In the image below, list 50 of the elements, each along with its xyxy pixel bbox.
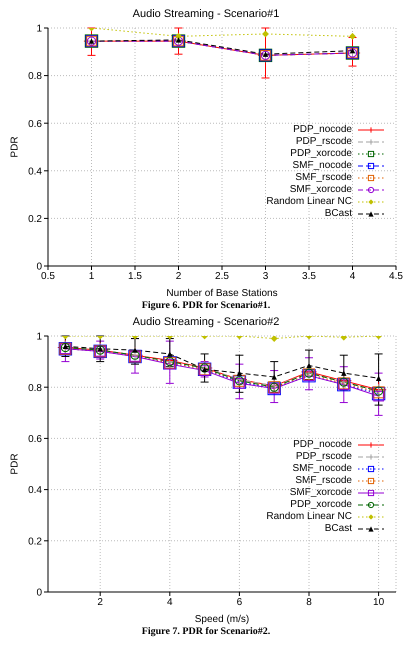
x-tick-label: 6: [236, 597, 243, 608]
y-tick-label: 0.8: [28, 382, 42, 394]
x-tick-label: 4: [350, 271, 356, 282]
x-tick-label: 3.5: [302, 271, 316, 282]
legend-label: BCast: [324, 522, 352, 535]
legend-label: PDP_nocode: [293, 124, 352, 136]
legend-label: PDP_rscode: [296, 136, 352, 148]
y-tick-label: 1: [36, 332, 42, 343]
x-tick-label: 8: [306, 597, 312, 608]
x-tick-label: 1: [88, 271, 95, 282]
y-tick-label: 0.8: [28, 71, 42, 82]
legend-label: SMF_rscode: [295, 172, 352, 184]
legend-label: SMF_nocode: [292, 462, 352, 475]
x-tick-label: 2: [176, 271, 182, 282]
legend-label: PDP_nocode: [293, 438, 352, 451]
y-axis-title: PDR: [10, 453, 21, 475]
legend-label: PDP_xorcode: [290, 498, 352, 511]
y-tick-label: 0.6: [28, 434, 42, 445]
legend-label: BCast: [324, 208, 352, 220]
y-tick-label: 0.4: [28, 485, 42, 496]
x-tick-label: 10: [373, 597, 385, 608]
y-tick-label: 0: [36, 262, 42, 273]
y-tick-label: 0.4: [28, 166, 42, 178]
chart-title: Audio Streaming - Scenario#2: [132, 316, 280, 330]
caption: Figure 6. PDR for Scenario#1.: [140, 300, 272, 313]
y-tick-label: 0: [36, 588, 42, 599]
x-tick-label: 4: [167, 597, 174, 608]
legend-label: SMF_xorcode: [290, 184, 352, 196]
y-tick-label: 0.6: [28, 118, 42, 130]
x-tick-label: 2.5: [215, 271, 230, 282]
y-tick-label: 0.2: [28, 214, 42, 225]
x-tick-label: 3: [262, 271, 269, 282]
x-axis-title: Speed (m/s): [194, 614, 250, 625]
x-tick-label: 1.5: [128, 271, 142, 282]
legend-label: PDP_rscode: [296, 450, 352, 463]
y-axis-title: PDR: [10, 136, 21, 158]
x-tick-label: 4.5: [389, 271, 404, 282]
legend-label: PDP_xorcode: [290, 148, 352, 160]
legend-label: Random Linear NC: [266, 196, 352, 208]
legend-label: SMF_xorcode: [290, 486, 352, 499]
legend-label: SMF_nocode: [292, 160, 352, 172]
x-tick-label: 0.5: [41, 271, 56, 282]
y-tick-label: 0.2: [28, 536, 42, 548]
legend-label: Random Linear NC: [266, 510, 352, 523]
x-axis-title: Number of Base Stations: [166, 288, 278, 299]
chart-title: Audio Streaming - Scenario#1: [132, 8, 280, 22]
legend-label: SMF_rscode: [295, 474, 352, 487]
x-tick-label: 2: [97, 597, 104, 608]
y-tick-label: 1: [36, 24, 42, 35]
caption: Figure 7. PDR for Scenario#2.: [140, 626, 272, 639]
